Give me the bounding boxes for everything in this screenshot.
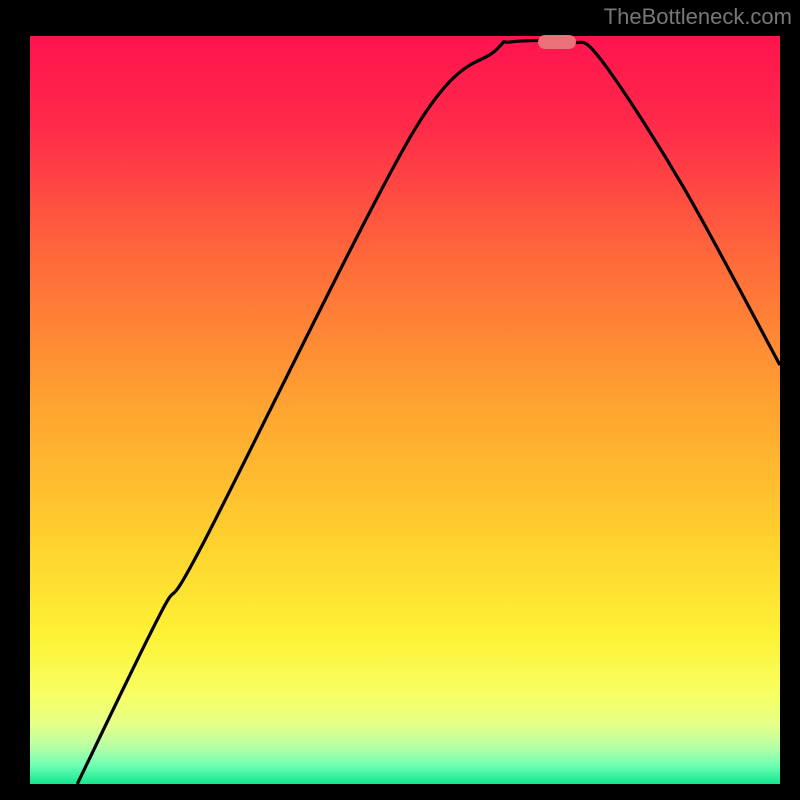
optimal-marker [538,35,576,49]
gradient-background [30,36,780,784]
watermark-text: TheBottleneck.com [604,4,792,30]
chart-frame [26,32,784,788]
